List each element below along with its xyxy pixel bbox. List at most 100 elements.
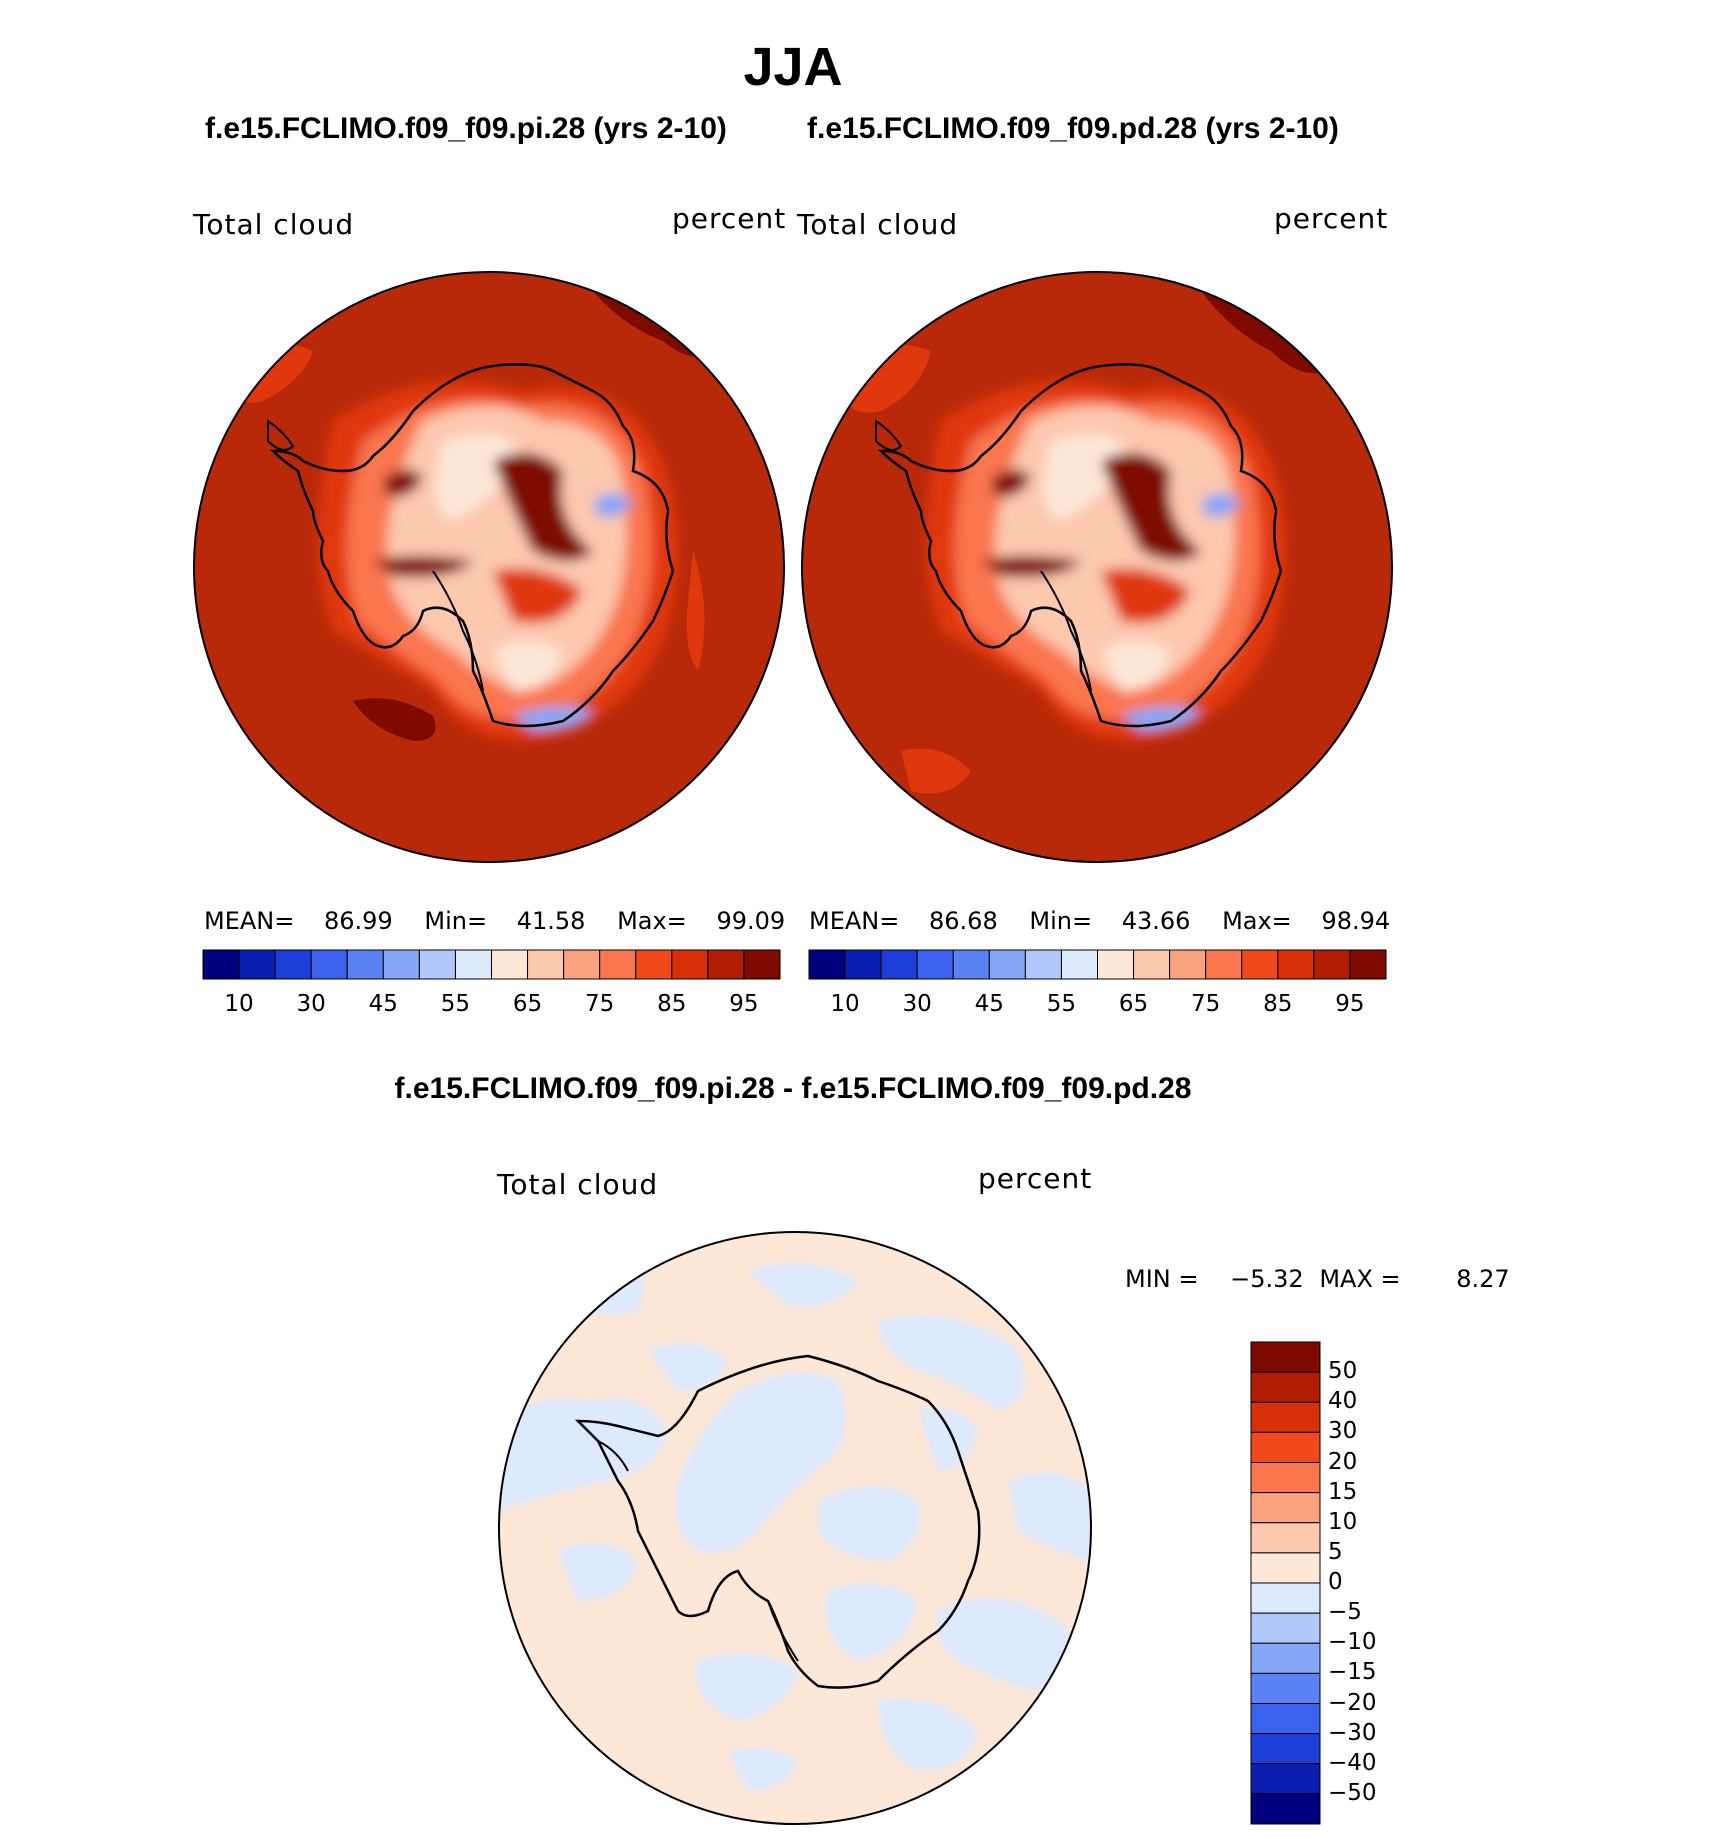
- panel-1-stats: MEAN= 86.99 Min= 41.58 Max= 99.09: [204, 907, 785, 935]
- colorbar-swatch: [844, 949, 882, 980]
- panel-2-polar-map: [801, 271, 1393, 863]
- panel-2-case-title: f.e15.FCLIMO.f09_f09.pd.28 (yrs 2-10): [807, 112, 1339, 145]
- colorbar-swatch: [1250, 1672, 1321, 1704]
- colorbar-tick-label: 45: [368, 991, 398, 1017]
- colorbar-swatch: [563, 949, 601, 980]
- colorbar-swatch: [880, 949, 918, 980]
- min-value: −5.32: [1230, 1265, 1304, 1293]
- difference-colorbar: [1250, 1341, 1321, 1825]
- panel-1-variable-label: Total cloud: [193, 208, 355, 241]
- colorbar-swatch: [1250, 1763, 1321, 1795]
- colorbar-swatch: [310, 949, 348, 980]
- colorbar-swatch: [1241, 949, 1279, 980]
- colorbar-swatch: [1250, 1552, 1321, 1584]
- colorbar-swatch: [1313, 949, 1351, 980]
- colorbar-swatch: [952, 949, 990, 980]
- max-label: MAX =: [1319, 1265, 1401, 1293]
- panel-2-variable-label: Total cloud: [797, 208, 959, 241]
- panel-2-units-label: percent: [1274, 202, 1389, 235]
- colorbar-tick-label: 5: [1328, 1538, 1343, 1565]
- colorbar-swatch: [707, 949, 745, 980]
- colorbar-swatch: [1205, 949, 1243, 980]
- colorbar-tick-label: 85: [657, 991, 687, 1017]
- colorbar-tick-label: 15: [1328, 1478, 1358, 1505]
- colorbar-swatch: [1250, 1401, 1321, 1433]
- colorbar-swatch: [1250, 1341, 1321, 1373]
- colorbar-swatch: [1250, 1733, 1321, 1765]
- colorbar-swatch: [988, 949, 1026, 980]
- colorbar-tick-label: 10: [1328, 1508, 1358, 1535]
- colorbar-swatch: [454, 949, 492, 980]
- colorbar-tick-label: 10: [830, 991, 860, 1017]
- difference-polar-map: [498, 1231, 1092, 1825]
- panel-1-units-label: percent: [672, 202, 787, 235]
- panel-2-colorbar: [808, 949, 1387, 980]
- mean-value: 86.68: [929, 907, 998, 935]
- colorbar-swatch: [238, 949, 276, 980]
- colorbar-tick-label: 85: [1263, 991, 1293, 1017]
- colorbar-swatch: [274, 949, 312, 980]
- figure-title: JJA: [743, 37, 843, 97]
- colorbar-swatch: [418, 949, 456, 980]
- colorbar-tick-label: 45: [974, 991, 1004, 1017]
- colorbar-tick-label: 65: [512, 991, 543, 1017]
- colorbar-tick-label: 95: [729, 991, 759, 1017]
- colorbar-tick-label: 75: [1191, 991, 1221, 1017]
- colorbar-swatch: [1250, 1612, 1321, 1644]
- colorbar-tick-label: 55: [440, 991, 471, 1017]
- colorbar-swatch: [808, 949, 846, 980]
- min-value: 41.58: [516, 907, 586, 935]
- colorbar-swatch: [1349, 949, 1387, 980]
- difference-units-label: percent: [978, 1162, 1093, 1195]
- max-value: 8.27: [1456, 1265, 1510, 1293]
- colorbar-tick-label: 30: [296, 991, 326, 1017]
- colorbar-tick-label: −50: [1328, 1779, 1377, 1806]
- mean-label: MEAN=: [809, 907, 900, 935]
- min-value: 43.66: [1121, 907, 1191, 935]
- colorbar-swatch: [1024, 949, 1062, 980]
- colorbar-swatch: [1250, 1582, 1321, 1614]
- colorbar-tick-label: −30: [1328, 1719, 1377, 1746]
- colorbar-tick-label: 20: [1328, 1448, 1358, 1475]
- colorbar-tick-label: 0: [1328, 1569, 1343, 1595]
- colorbar-swatch: [1250, 1522, 1321, 1554]
- colorbar-swatch: [1250, 1371, 1321, 1403]
- colorbar-swatch: [1250, 1462, 1321, 1494]
- colorbar-tick-label: 55: [1046, 991, 1077, 1017]
- difference-min-max: MIN = −5.32 MAX = 8.27: [1125, 1265, 1510, 1293]
- colorbar-tick-label: −20: [1328, 1689, 1377, 1716]
- colorbar-tick-label: −40: [1328, 1749, 1377, 1776]
- max-value: 98.94: [1321, 907, 1391, 935]
- colorbar-swatch: [1060, 949, 1098, 980]
- colorbar-tick-label: 30: [902, 991, 932, 1017]
- panel-2-colorbar-ticks: 10 30 45 55 65 75 85 95: [809, 991, 1386, 1021]
- panel-1-case-title: f.e15.FCLIMO.f09_f09.pi.28 (yrs 2-10): [205, 112, 727, 145]
- difference-variable-label: Total cloud: [497, 1168, 659, 1201]
- difference-title: f.e15.FCLIMO.f09_f09.pi.28 - f.e15.FCLIM…: [394, 1072, 1192, 1105]
- max-value: 99.09: [716, 907, 786, 935]
- colorbar-tick-label: −15: [1328, 1659, 1377, 1686]
- max-label: Max=: [1222, 907, 1292, 935]
- colorbar-swatch: [346, 949, 384, 980]
- colorbar-swatch: [382, 949, 420, 980]
- panel-2-stats: MEAN= 86.68 Min= 43.66 Max= 98.94: [809, 907, 1390, 935]
- max-label: Max=: [617, 907, 687, 935]
- colorbar-tick-label: 10: [224, 991, 254, 1017]
- colorbar-swatch: [1250, 1431, 1321, 1463]
- colorbar-swatch: [599, 949, 637, 980]
- colorbar-swatch: [671, 949, 709, 980]
- mean-label: MEAN=: [204, 907, 295, 935]
- mean-value: 86.99: [324, 907, 393, 935]
- colorbar-tick-label: 75: [585, 991, 615, 1017]
- panel-1-colorbar-ticks: 10 30 45 55 65 75 85 95: [203, 991, 780, 1021]
- colorbar-tick-label: −5: [1328, 1599, 1362, 1626]
- min-label: Min=: [1029, 907, 1093, 935]
- colorbar-swatch: [1250, 1793, 1321, 1825]
- colorbar-tick-label: −10: [1328, 1629, 1377, 1656]
- colorbar-swatch: [527, 949, 565, 980]
- colorbar-swatch: [1250, 1492, 1321, 1524]
- difference-colorbar-ticks: 50 40 30 20 15 10 5 0 −5 −10 −15 −20 −30 −40 −50: [1328, 1342, 1428, 1824]
- min-label: Min=: [424, 907, 488, 935]
- colorbar-tick-label: 40: [1328, 1388, 1358, 1415]
- panel-1-colorbar: [202, 949, 781, 980]
